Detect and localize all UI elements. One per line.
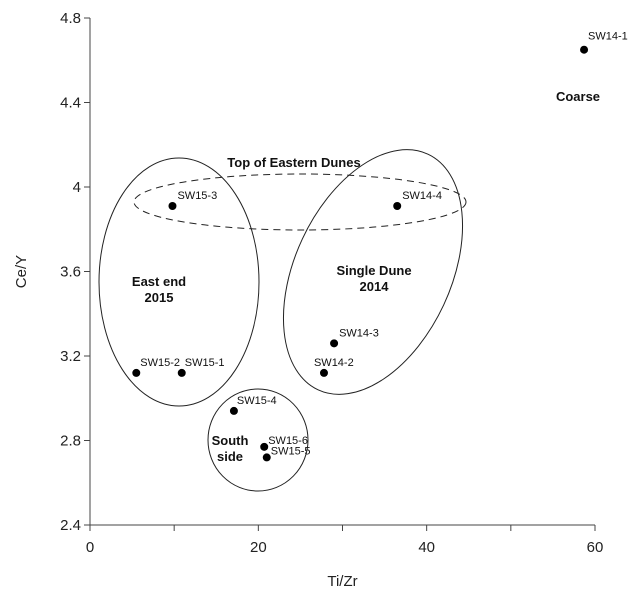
point-label: SW14-4 bbox=[402, 190, 442, 202]
group-label-south-side: South bbox=[212, 433, 249, 448]
single-dune-outline bbox=[282, 149, 464, 395]
point-label: SW15-2 bbox=[140, 357, 180, 369]
point-label: SW15-1 bbox=[185, 357, 225, 369]
group-outlines bbox=[98, 149, 467, 492]
group-label-east-end: East end bbox=[132, 274, 186, 289]
x-tick-label: 40 bbox=[418, 539, 435, 556]
axes: 0 20 40 60 2.4 2.8 3.2 3.6 4 4.4 4.8 Ti/Zr Ce/Y bbox=[13, 10, 603, 590]
data-point bbox=[177, 368, 186, 377]
data-point bbox=[229, 406, 238, 415]
point-label: SW15-3 bbox=[177, 190, 217, 202]
group-label-single-dune: 2014 bbox=[360, 279, 390, 294]
data-point bbox=[262, 453, 271, 462]
data-point bbox=[330, 339, 339, 348]
data-point bbox=[132, 368, 141, 377]
x-tick-label: 0 bbox=[86, 539, 94, 556]
y-tick-label: 4.8 bbox=[60, 10, 81, 27]
y-tick-label: 2.4 bbox=[60, 517, 81, 534]
data-point bbox=[260, 442, 269, 451]
data-point bbox=[168, 202, 177, 211]
x-axis-title: Ti/Zr bbox=[327, 573, 357, 590]
data-point bbox=[319, 368, 328, 377]
group-label-top-eastern: Top of Eastern Dunes bbox=[227, 155, 360, 170]
y-tick-label: 3.6 bbox=[60, 264, 81, 281]
point-label: SW14-1 bbox=[588, 31, 628, 43]
x-tick-label: 60 bbox=[587, 539, 604, 556]
east-end-outline bbox=[98, 157, 260, 407]
data-point bbox=[580, 45, 589, 54]
top-eastern-dunes-outline bbox=[133, 173, 467, 231]
point-label: SW14-2 bbox=[314, 357, 354, 369]
group-label-single-dune: Single Dune bbox=[336, 263, 411, 278]
south-side-outline bbox=[207, 388, 309, 492]
point-label: SW15-6 bbox=[268, 435, 308, 447]
x-tick-label: 20 bbox=[250, 539, 267, 556]
point-label: SW15-4 bbox=[237, 395, 277, 407]
data-point bbox=[393, 202, 402, 211]
data-points: SW14-1 SW15-3 SW14-4 SW14-3 SW14-2 SW15-2 SW15… bbox=[132, 31, 628, 462]
y-tick-label: 3.2 bbox=[60, 348, 81, 365]
group-label-south-side: side bbox=[217, 449, 243, 464]
point-label: SW15-5 bbox=[271, 445, 311, 457]
group-label-coarse: Coarse bbox=[556, 89, 600, 104]
y-tick-label: 4 bbox=[73, 179, 81, 196]
y-axis-title: Ce/Y bbox=[13, 255, 30, 288]
point-label: SW14-3 bbox=[339, 327, 379, 339]
y-tick-label: 4.4 bbox=[60, 95, 81, 112]
group-label-east-end: 2015 bbox=[145, 290, 174, 305]
y-tick-label: 2.8 bbox=[60, 433, 81, 450]
